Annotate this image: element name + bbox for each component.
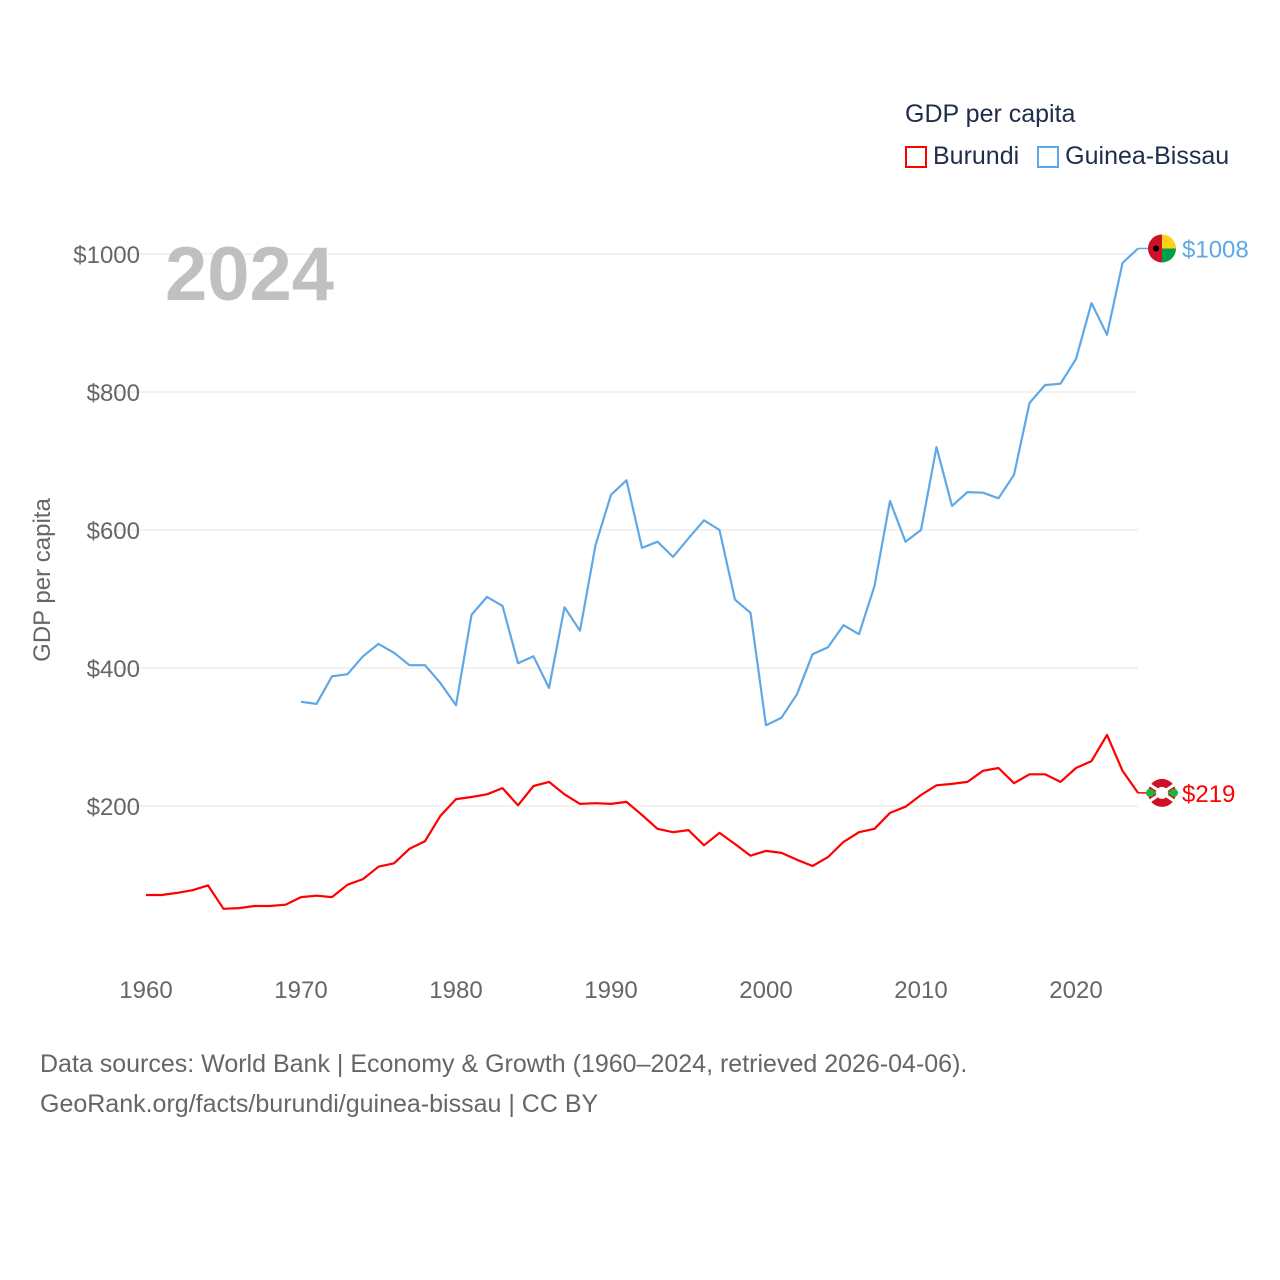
y-tick-label: $600 xyxy=(87,518,140,545)
x-tick-label: 2020 xyxy=(1049,977,1102,1004)
end-value-label: $1008 xyxy=(1182,236,1249,263)
burundi-flag-green-left xyxy=(1146,788,1154,797)
burundi-flag-saltire xyxy=(1149,783,1175,803)
series-line-guinea-bissau xyxy=(300,247,1139,727)
y-axis-label: GDP per capita xyxy=(29,498,56,662)
legend: Burundi Guinea-Bissau xyxy=(905,142,1229,171)
y-tick-label: $800 xyxy=(87,380,140,407)
legend-item-burundi[interactable]: Burundi xyxy=(905,142,1019,171)
y-tick-label: $400 xyxy=(87,656,140,683)
source-note: Data sources: World Bank | Economy & Gro… xyxy=(40,1044,967,1124)
x-tick-label: 1990 xyxy=(584,977,637,1004)
x-tick-label: 2010 xyxy=(894,977,947,1004)
guinea-bissau-flag-star xyxy=(1153,245,1159,252)
guinea-bissau-flag-yellow xyxy=(1162,234,1176,249)
legend-title: GDP per capita xyxy=(905,100,1076,128)
y-tick-label: $200 xyxy=(87,794,140,821)
burundi-flag-green-right xyxy=(1170,788,1178,797)
x-tick-label: 1970 xyxy=(274,977,327,1004)
y-tick-label: $1000 xyxy=(73,242,140,269)
guinea-bissau-flag-green xyxy=(1162,248,1176,263)
legend-label-burundi: Burundi xyxy=(933,142,1020,170)
x-tick-label: 2000 xyxy=(739,977,792,1004)
series-line-burundi xyxy=(146,733,1139,910)
legend-label-guinea-bissau: Guinea-Bissau xyxy=(1065,142,1230,170)
source-line-2[interactable]: GeoRank.org/facts/burundi/guinea-bissau … xyxy=(40,1090,599,1118)
x-tick-label: 1980 xyxy=(429,977,482,1004)
year-label: 2024 xyxy=(165,232,334,317)
legend-item-guinea-bissau[interactable]: Guinea-Bissau xyxy=(1037,142,1229,171)
source-line-1: Data sources: World Bank | Economy & Gro… xyxy=(40,1050,968,1078)
legend-swatch-burundi xyxy=(905,145,927,168)
end-value-label: $219 xyxy=(1182,781,1235,808)
legend-swatch-guinea-bissau xyxy=(1037,145,1060,168)
x-tick-label: 1960 xyxy=(119,977,172,1004)
